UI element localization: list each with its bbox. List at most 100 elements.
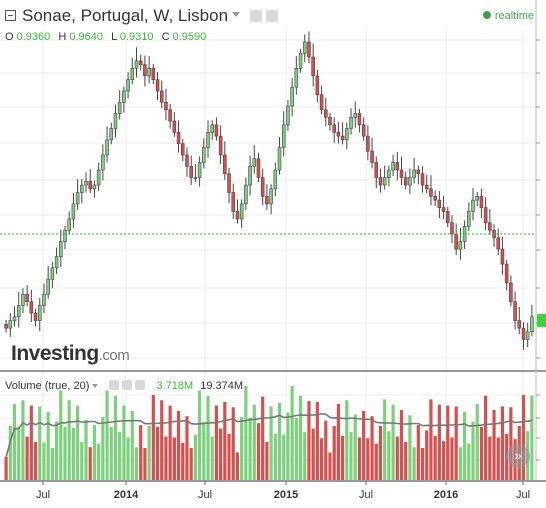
eye-icon[interactable] <box>109 380 120 390</box>
candle-body <box>231 192 236 212</box>
candle-body <box>46 278 50 295</box>
candle-body <box>176 132 181 144</box>
candle-body <box>143 64 147 77</box>
chevron-down-icon[interactable] <box>232 12 240 17</box>
chart-header: Sonae, Portugal, W, Lisbon realtime O 0.… <box>0 0 546 50</box>
volume-bar <box>467 443 471 480</box>
volume-bar <box>80 441 84 480</box>
candle-body <box>488 222 492 231</box>
volume-bar <box>429 399 433 480</box>
candle-body <box>353 113 358 118</box>
candle-body <box>328 116 332 126</box>
candle-body <box>500 248 505 265</box>
high-value: 0.9640 <box>69 31 104 43</box>
x-tick-label: Jul <box>359 489 373 501</box>
candle-body <box>277 147 282 171</box>
volume-bar <box>113 395 118 480</box>
volume-bar <box>328 452 332 480</box>
volume-bar <box>134 447 139 480</box>
candle-body <box>525 331 530 340</box>
candle-body <box>345 128 349 141</box>
candle-body <box>180 143 185 156</box>
candle-body <box>29 301 34 314</box>
volume-bar <box>202 422 206 480</box>
candle-body <box>294 68 299 88</box>
volume-bar <box>324 420 328 480</box>
volume-bar <box>8 425 12 480</box>
close-icon[interactable] <box>135 380 146 390</box>
scroll-right-icon[interactable]: » <box>506 444 530 468</box>
candle-body <box>80 184 84 193</box>
candle-body <box>441 207 446 212</box>
volume-current: 3.718M <box>156 380 194 392</box>
volume-bar <box>433 435 437 480</box>
x-tick-label: 2015 <box>274 489 298 501</box>
volume-bar <box>139 425 143 480</box>
realtime-indicator[interactable]: realtime <box>482 10 534 22</box>
candle-body <box>458 241 463 250</box>
volume-bar <box>97 443 101 480</box>
last-price-marker <box>537 314 546 327</box>
volume-bar <box>307 401 311 480</box>
collapse-icon[interactable] <box>5 10 16 21</box>
candle-body <box>206 132 210 148</box>
volume-bar <box>252 404 256 480</box>
candle-body <box>155 79 160 92</box>
candle-body <box>412 169 416 178</box>
volume-bar <box>294 417 298 480</box>
volume-bar <box>416 425 420 480</box>
volume-bar <box>341 435 345 480</box>
candle-body <box>445 211 450 224</box>
candle-body <box>42 293 46 306</box>
x-tick-label: Jul <box>36 489 50 501</box>
open-value: 0.9360 <box>16 31 51 43</box>
candle-body <box>252 158 257 167</box>
volume-bar <box>349 432 353 480</box>
candle-body <box>223 154 227 175</box>
logo-suffix: .com <box>98 347 130 364</box>
volume-bar <box>219 428 223 480</box>
close-icon[interactable] <box>266 10 278 22</box>
volume-bar <box>404 441 408 480</box>
x-axis-ticks: Jul 2014 Jul 2015 Jul 2016 Jul <box>36 481 530 501</box>
x-tick-label: Jul <box>198 489 212 501</box>
volume-bar <box>164 436 168 480</box>
volume-bar <box>160 400 164 480</box>
candle-body <box>483 207 488 224</box>
volume-bar <box>63 426 67 480</box>
volume-bar <box>521 394 526 480</box>
volume-bar <box>509 407 513 480</box>
volume-bar <box>206 395 210 480</box>
candle-body <box>50 267 55 280</box>
volume-bar <box>370 416 374 480</box>
volume-bar <box>450 437 454 480</box>
volume-bar <box>223 401 227 480</box>
candle-body <box>138 60 143 65</box>
open-label: O <box>5 31 14 43</box>
candle-body <box>92 184 97 190</box>
volume-bar <box>387 431 391 480</box>
volume-bar <box>193 434 197 480</box>
volume-bar <box>122 405 126 480</box>
volume-bar <box>311 428 315 480</box>
candle-body <box>218 135 223 156</box>
realtime-label: realtime <box>494 10 534 22</box>
volume-bar <box>420 448 425 480</box>
volume-bar <box>357 437 362 480</box>
candle-body <box>332 124 336 133</box>
candle-body <box>357 113 362 126</box>
chevron-down-icon[interactable] <box>92 384 99 388</box>
candle-body <box>302 41 307 54</box>
candle-body <box>147 68 151 77</box>
volume-bar <box>319 438 324 480</box>
volume-bar <box>214 405 219 480</box>
chart-title: Sonae, Portugal, W, Lisbon <box>22 6 229 25</box>
low-value: 0.9310 <box>119 31 154 43</box>
candle-body <box>366 135 370 152</box>
volume-bar <box>471 421 475 480</box>
volume-bar <box>168 405 172 480</box>
settings-icon[interactable] <box>122 380 133 390</box>
settings-icon[interactable] <box>250 10 262 22</box>
candle-body <box>227 173 231 193</box>
